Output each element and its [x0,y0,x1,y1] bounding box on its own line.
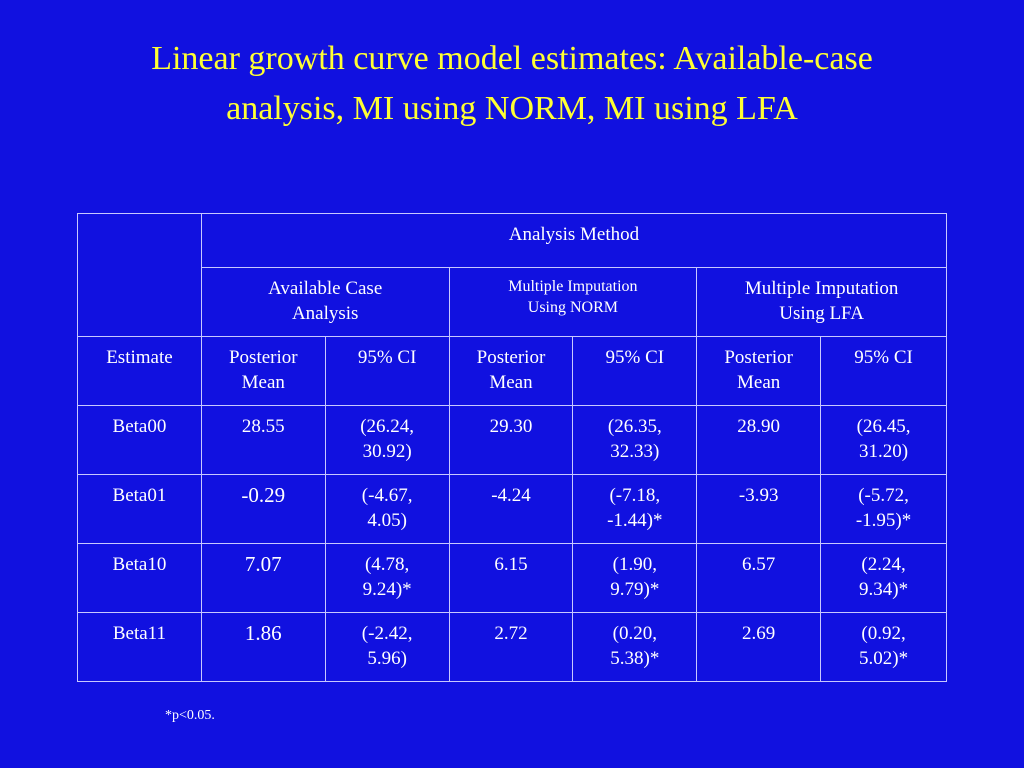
ci-cell: (-5.72, -1.95)* [820,474,947,544]
ci-upper: 9.24)* [362,579,412,600]
estimate-name-cell: Beta11 [77,612,202,682]
posterior-mean-header: Posterior Mean [200,336,326,406]
method-header-line1: Multiple Imputation [744,278,899,299]
ci-upper: 5.38)* [610,648,660,669]
ci-cell: (-2.42, 5.96) [324,612,450,682]
posterior-mean-line1: Posterior [724,347,793,368]
results-table: Analysis Method Available Case Analysis … [77,213,948,682]
ci-lower: (26.45, [856,416,911,437]
posterior-mean-header: Posterior Mean [448,336,574,406]
posterior-mean-cell: 6.57 [696,543,822,613]
slide-title-line2: analysis, MI using NORM, MI using LFA [226,90,798,127]
ci-cell: (26.24, 30.92) [324,405,450,475]
table-row: Beta10 7.07 (4.78, 9.24)* 6.15 (1.90, 9.… [77,543,947,613]
method-header-line1: Available Case [268,278,383,299]
posterior-mean-cell: 7.07 [200,543,326,613]
posterior-mean-line2: Mean [737,372,781,393]
method-header-mi-norm: Multiple Imputation Using NORM [448,267,698,337]
method-header-line2: Analysis [291,303,359,324]
ci-lower: (-7.18, [609,485,661,506]
slide-title-line1: Linear growth curve model estimates: Ava… [151,40,873,77]
estimate-name-cell: Beta00 [77,405,202,475]
posterior-mean-cell: -0.29 [200,474,326,544]
ci-upper: 9.34)* [859,579,909,600]
ci-header: 95% CI [572,336,698,406]
ci-lower: (-5.72, [858,485,909,506]
ci-lower: (0.20, [612,623,657,644]
ci-lower: (-2.42, [361,623,413,644]
posterior-mean-cell: 2.69 [696,612,822,682]
posterior-mean-line1: Posterior [228,347,298,368]
column-header-row: Estimate Posterior Mean 95% CI Posterior… [77,336,947,406]
method-header-line1: Multiple Imputation [508,278,638,295]
method-header-line2: Using NORM [527,299,618,316]
posterior-mean-cell: 2.72 [448,612,574,682]
ci-lower: (26.35, [607,416,662,437]
estimate-name-cell: Beta01 [77,474,202,544]
posterior-mean-line1: Posterior [476,347,546,368]
slide-title: Linear growth curve model estimates: Ava… [40,34,984,134]
ci-lower: (4.78, [364,554,410,575]
ci-cell: (-7.18, -1.44)* [572,474,698,544]
table-row: Beta11 1.86 (-2.42, 5.96) 2.72 (0.20, 5.… [77,612,947,682]
posterior-mean-line2: Mean [489,372,533,393]
ci-upper: -1.44)* [607,510,663,531]
table-header-row: Analysis Method [77,213,948,337]
posterior-mean-cell: -3.93 [696,474,822,544]
posterior-mean-cell: 28.55 [200,405,326,475]
posterior-mean-cell: 6.15 [448,543,574,613]
ci-cell: (2.24, 9.34)* [820,543,947,613]
ci-cell: (0.92, 5.02)* [820,612,947,682]
ci-upper: 9.79)* [610,579,660,600]
posterior-mean-cell: 29.30 [448,405,574,475]
ci-upper: 30.92) [362,441,412,462]
posterior-mean-header: Posterior Mean [696,336,822,406]
ci-header: 95% CI [324,336,450,406]
ci-lower: (1.90, [612,554,657,575]
ci-upper: 4.05) [367,510,407,531]
method-header-available-case: Available Case Analysis [200,267,450,337]
ci-cell: (4.78, 9.24)* [324,543,450,613]
ci-lower: (0.92, [861,623,906,644]
ci-lower: (-4.67, [361,485,413,506]
ci-upper: 5.02)* [859,648,909,669]
table-corner-cell [77,213,202,337]
method-header-row: Available Case Analysis Multiple Imputat… [78,267,947,337]
estimate-column-header: Estimate [77,336,202,406]
posterior-mean-line2: Mean [241,372,285,393]
significance-footnote: *p<0.05. [165,708,215,723]
ci-header: 95% CI [820,336,947,406]
ci-cell: (-4.67, 4.05) [324,474,450,544]
ci-upper: 5.96) [367,648,407,669]
table-row: Beta00 28.55 (26.24, 30.92) 29.30 (26.35… [77,405,947,475]
ci-cell: (1.90, 9.79)* [572,543,698,613]
ci-upper: -1.95)* [855,510,912,531]
table-row: Beta01 -0.29 (-4.67, 4.05) -4.24 (-7.18,… [77,474,947,544]
ci-upper: 32.33) [610,441,660,462]
posterior-mean-cell: -4.24 [448,474,574,544]
ci-cell: (26.35, 32.33) [572,405,698,475]
ci-cell: (26.45, 31.20) [820,405,947,475]
ci-lower: (26.24, [360,416,415,437]
posterior-mean-cell: 1.86 [200,612,326,682]
method-header-mi-lfa: Multiple Imputation Using LFA [696,267,947,337]
ci-lower: (2.24, [861,554,906,575]
analysis-method-header: Analysis Method [200,213,948,268]
ci-upper: 31.20) [859,441,909,462]
estimate-name-cell: Beta10 [77,543,202,613]
method-header-line2: Using LFA [779,303,864,324]
posterior-mean-cell: 28.90 [696,405,822,475]
ci-cell: (0.20, 5.38)* [572,612,698,682]
